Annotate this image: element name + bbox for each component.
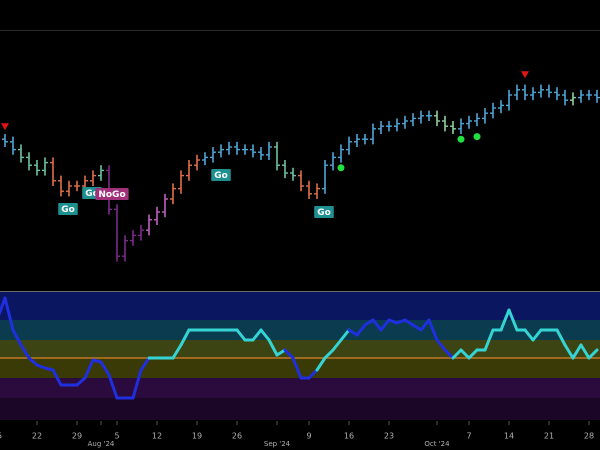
x-tick-label: 21: [544, 432, 554, 441]
buy-signal: [337, 164, 345, 172]
oscillator-segment: [411, 323, 423, 332]
oscillator-segment: [507, 308, 519, 332]
x-tick-label: 16: [344, 432, 354, 441]
oscillator-segment: [435, 338, 447, 352]
oscillator-segment: [83, 358, 95, 380]
oscillator-segment: [427, 318, 439, 342]
oscillator-segment: [363, 318, 375, 327]
oscillator-segment: [267, 338, 279, 357]
oscillator-panel: [0, 292, 600, 420]
oscillator-segment: [523, 328, 535, 342]
x-axis: 15 22 29 Aug '245 12 19 26 Sep '24 9 16 23 Oct '24 7…: [0, 421, 594, 448]
oscillator-segment: [379, 318, 391, 332]
oscillator-segment: [99, 360, 111, 377]
oscillator-segment: [467, 348, 479, 360]
oscillator-segment: [235, 328, 247, 342]
signal-label-box: [211, 169, 231, 181]
oscillator-segment: [27, 356, 39, 367]
oscillator-segment: [179, 328, 191, 347]
signal-label-box: [314, 206, 334, 218]
oscillator-segment: [315, 356, 327, 372]
oscillator-segment: [19, 343, 31, 360]
oscillator-segment: [459, 348, 471, 360]
oscillator-segment: [307, 368, 319, 380]
sell-signal: [521, 71, 529, 79]
oscillator-segment: [75, 376, 87, 387]
oscillator-segment: [251, 328, 263, 342]
oscillator-segment: [11, 328, 23, 347]
oscillator-segment: [355, 323, 367, 337]
oscillator-segment: [291, 356, 303, 380]
x-tick-label: 23: [384, 432, 394, 441]
oscillator-segment: [587, 348, 599, 360]
oscillator-segment: [323, 348, 335, 360]
signal-label: Go: [317, 208, 331, 218]
oscillator-segment: [339, 328, 351, 342]
oscillator-segment: [403, 318, 415, 327]
oscillator-segment: [51, 368, 63, 387]
oscillator-segment: [131, 368, 143, 400]
oscillator-segment: [107, 373, 119, 400]
x-tick-label: 29: [72, 432, 82, 441]
oscillator-segment: [283, 348, 295, 360]
x-tick-label: 22: [32, 432, 42, 441]
signal-label-box: [58, 203, 78, 215]
band: [0, 378, 600, 398]
oscillator-segment: [347, 328, 359, 337]
buy-signal: [473, 133, 481, 141]
x-tick-label: 12: [152, 432, 162, 441]
oscillator-segment: [139, 356, 151, 372]
buy-signal: [457, 135, 465, 143]
x-tick-label: 26: [232, 432, 242, 441]
x-tick-label: 5: [114, 432, 119, 441]
signal-label: Go: [61, 205, 75, 215]
oscillator-segment: [571, 343, 583, 360]
oscillator-segment: [275, 348, 287, 357]
oscillator-segment: [579, 343, 591, 360]
oscillator-segment: [531, 328, 543, 342]
x-tick-label: 19: [192, 432, 202, 441]
signal-label: Go: [214, 171, 228, 181]
oscillator-segment: [371, 318, 383, 332]
x-tick-label: Aug '24: [88, 440, 115, 448]
band: [0, 340, 600, 358]
x-tick-label: 28: [584, 432, 594, 441]
band: [0, 358, 600, 378]
signal-label: Go: [85, 189, 99, 199]
oscillator-segment: [563, 343, 575, 360]
x-tick-label: Oct '24: [424, 440, 450, 448]
oscillator-segment: [499, 308, 511, 332]
oscillator-segment: [0, 296, 7, 317]
signal-label-box: [95, 188, 129, 200]
oscillator-segment: [259, 328, 271, 342]
band: [0, 292, 600, 320]
x-tick-label: 15: [0, 432, 2, 441]
x-tick-label: 9: [306, 432, 311, 441]
oscillator-segment: [555, 328, 567, 347]
oscillator-segment: [171, 343, 183, 360]
band: [0, 398, 600, 420]
oscillator-segment: [451, 348, 463, 360]
x-tick-label: 14: [504, 432, 514, 441]
oscillator-segment: [443, 348, 455, 360]
signal-label: NoGo: [98, 190, 125, 200]
sell-signal: [1, 123, 9, 131]
band: [0, 320, 600, 340]
oscillator-segment: [331, 338, 343, 352]
oscillator-segment: [3, 296, 15, 332]
x-tick-label: Sep '24: [264, 440, 291, 448]
oscillator-segment: [483, 328, 495, 352]
x-tick-label: 7: [466, 432, 471, 441]
oscillator-segment: [419, 318, 431, 332]
